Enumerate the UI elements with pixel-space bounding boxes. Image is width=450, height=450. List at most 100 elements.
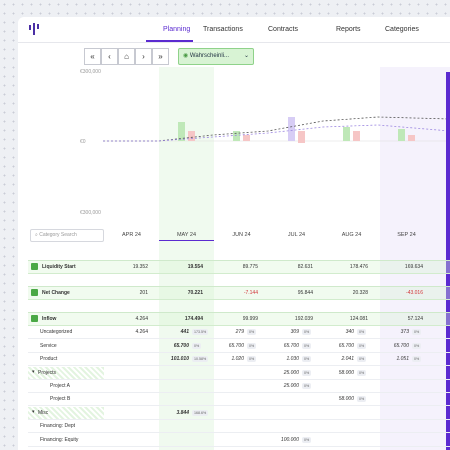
cell-value: 19.352 (132, 264, 148, 270)
logo (29, 23, 39, 35)
cell-value: 178.476 (349, 264, 368, 270)
row-line (28, 392, 450, 393)
row-highlight (28, 260, 450, 274)
row-label: Uncategorized (40, 329, 73, 335)
row-line (28, 325, 450, 326)
row-line (28, 405, 450, 406)
row-label: Financing: Dept (40, 423, 76, 429)
y-axis-label: €300,000 (80, 210, 101, 216)
cell-value: 89.775 (242, 264, 258, 270)
cell-value: 95.844 (297, 290, 313, 296)
cell-value: 99.999 (242, 316, 258, 322)
cell-value: 20.328 (352, 290, 368, 296)
month-header: MAY 24 (176, 232, 197, 238)
cell-badge: 168.6% (192, 410, 209, 416)
row-line (28, 338, 450, 339)
row-highlight (28, 286, 450, 300)
cell-value: 82.631 (297, 264, 313, 270)
cell-value: 441 (180, 329, 189, 335)
cell-badge: 0% (302, 356, 312, 362)
y-axis-label: €300,000 (80, 69, 101, 75)
cell-value: 57.124 (407, 316, 423, 322)
cell-value: -43.016 (406, 290, 423, 296)
nav-tab[interactable]: Planning (163, 26, 191, 33)
row-icon (31, 263, 38, 270)
cell-badge: 0% (302, 329, 312, 335)
cell-value: 1.020 (231, 356, 244, 362)
cell-value: 65.700 (173, 343, 189, 349)
row-label: Project A (50, 383, 71, 389)
cell-value: 100.000 (280, 437, 299, 443)
cell-value: 65.700 (228, 343, 244, 349)
row-label: Financing: Equity (40, 437, 79, 443)
row-line (28, 432, 450, 433)
cell-value: 2.041 (341, 356, 354, 362)
row-highlight (28, 312, 450, 326)
cell-value: 65.700 (283, 343, 299, 349)
cell-badge: 173.5% (192, 329, 209, 335)
home-button[interactable]: ⌂ (118, 48, 135, 65)
month-header: AUG 24 (341, 232, 362, 238)
prev-button[interactable]: ‹ (101, 48, 118, 65)
cell-value: 201 (139, 290, 148, 296)
month-header: SEP 24 (397, 232, 416, 238)
group-hatch (28, 407, 104, 419)
row-label: Net Change (42, 290, 70, 296)
cell-value: 169.634 (404, 264, 423, 270)
row-line (28, 379, 450, 380)
cell-badge: 0% (302, 370, 312, 376)
category-search[interactable]: ⌕ Category Search (30, 229, 104, 242)
cell-value: 174.494 (184, 316, 203, 322)
last-button[interactable]: » (152, 48, 169, 65)
row-line (28, 299, 450, 300)
scenario-label: Wahrscheinli... (189, 53, 230, 59)
cell-value: 124.081 (349, 316, 368, 322)
nav-tab[interactable]: Reports (336, 26, 361, 33)
cell-value: 101.010 (170, 356, 189, 362)
scroll-indicator (446, 72, 450, 450)
cell-value: 340 (345, 329, 354, 335)
cell-value: 1.030 (286, 356, 299, 362)
row-icon (31, 289, 38, 296)
row-label: Service (40, 343, 57, 349)
cell-value: 279 (235, 329, 244, 335)
nav-tab[interactable]: Contracts (268, 26, 298, 33)
row-line (28, 446, 450, 447)
cell-badge: 0% (357, 370, 367, 376)
active-tab-underline (146, 40, 193, 42)
cell-badge: 0% (302, 383, 312, 389)
cell-badge: 0% (192, 343, 202, 349)
first-button[interactable]: « (84, 48, 101, 65)
month-underline (159, 240, 214, 241)
group-hatch (28, 367, 104, 379)
search-placeholder: Category Search (39, 232, 77, 238)
nav-tab[interactable]: Transactions (203, 26, 243, 33)
cell-badge: 0% (412, 356, 422, 362)
month-header: APR 24 (122, 232, 141, 238)
row-icon (31, 315, 38, 322)
cell-badge: 0% (302, 437, 312, 443)
cell-value: 309 (290, 329, 299, 335)
cell-value: 3.844 (176, 410, 189, 416)
month-header: JUN 24 (232, 232, 251, 238)
nav-tab[interactable]: Categories (385, 26, 419, 33)
next-button[interactable]: › (135, 48, 152, 65)
cell-value: 25.000 (283, 370, 299, 376)
cell-badge: 0% (247, 329, 257, 335)
row-line (28, 352, 450, 353)
cell-badge: 0% (357, 396, 367, 402)
row-toggle: ▾ (32, 409, 35, 415)
cell-value: 65.700 (338, 343, 354, 349)
cell-badge: 10.58% (192, 356, 209, 362)
cell-value: 4.264 (135, 329, 148, 335)
scenario-dropdown[interactable]: ◉ Wahrscheinli... ⌄ (178, 48, 254, 65)
chart (103, 67, 450, 222)
cell-value: 1.051 (396, 356, 409, 362)
cell-value: 70.221 (187, 290, 203, 296)
cell-badge: 0% (357, 343, 367, 349)
cell-value: 65.700 (393, 343, 409, 349)
row-label: Project B (50, 396, 71, 402)
cell-badge: 0% (302, 343, 312, 349)
nav-border (18, 42, 450, 43)
cell-badge: 0% (357, 329, 367, 335)
